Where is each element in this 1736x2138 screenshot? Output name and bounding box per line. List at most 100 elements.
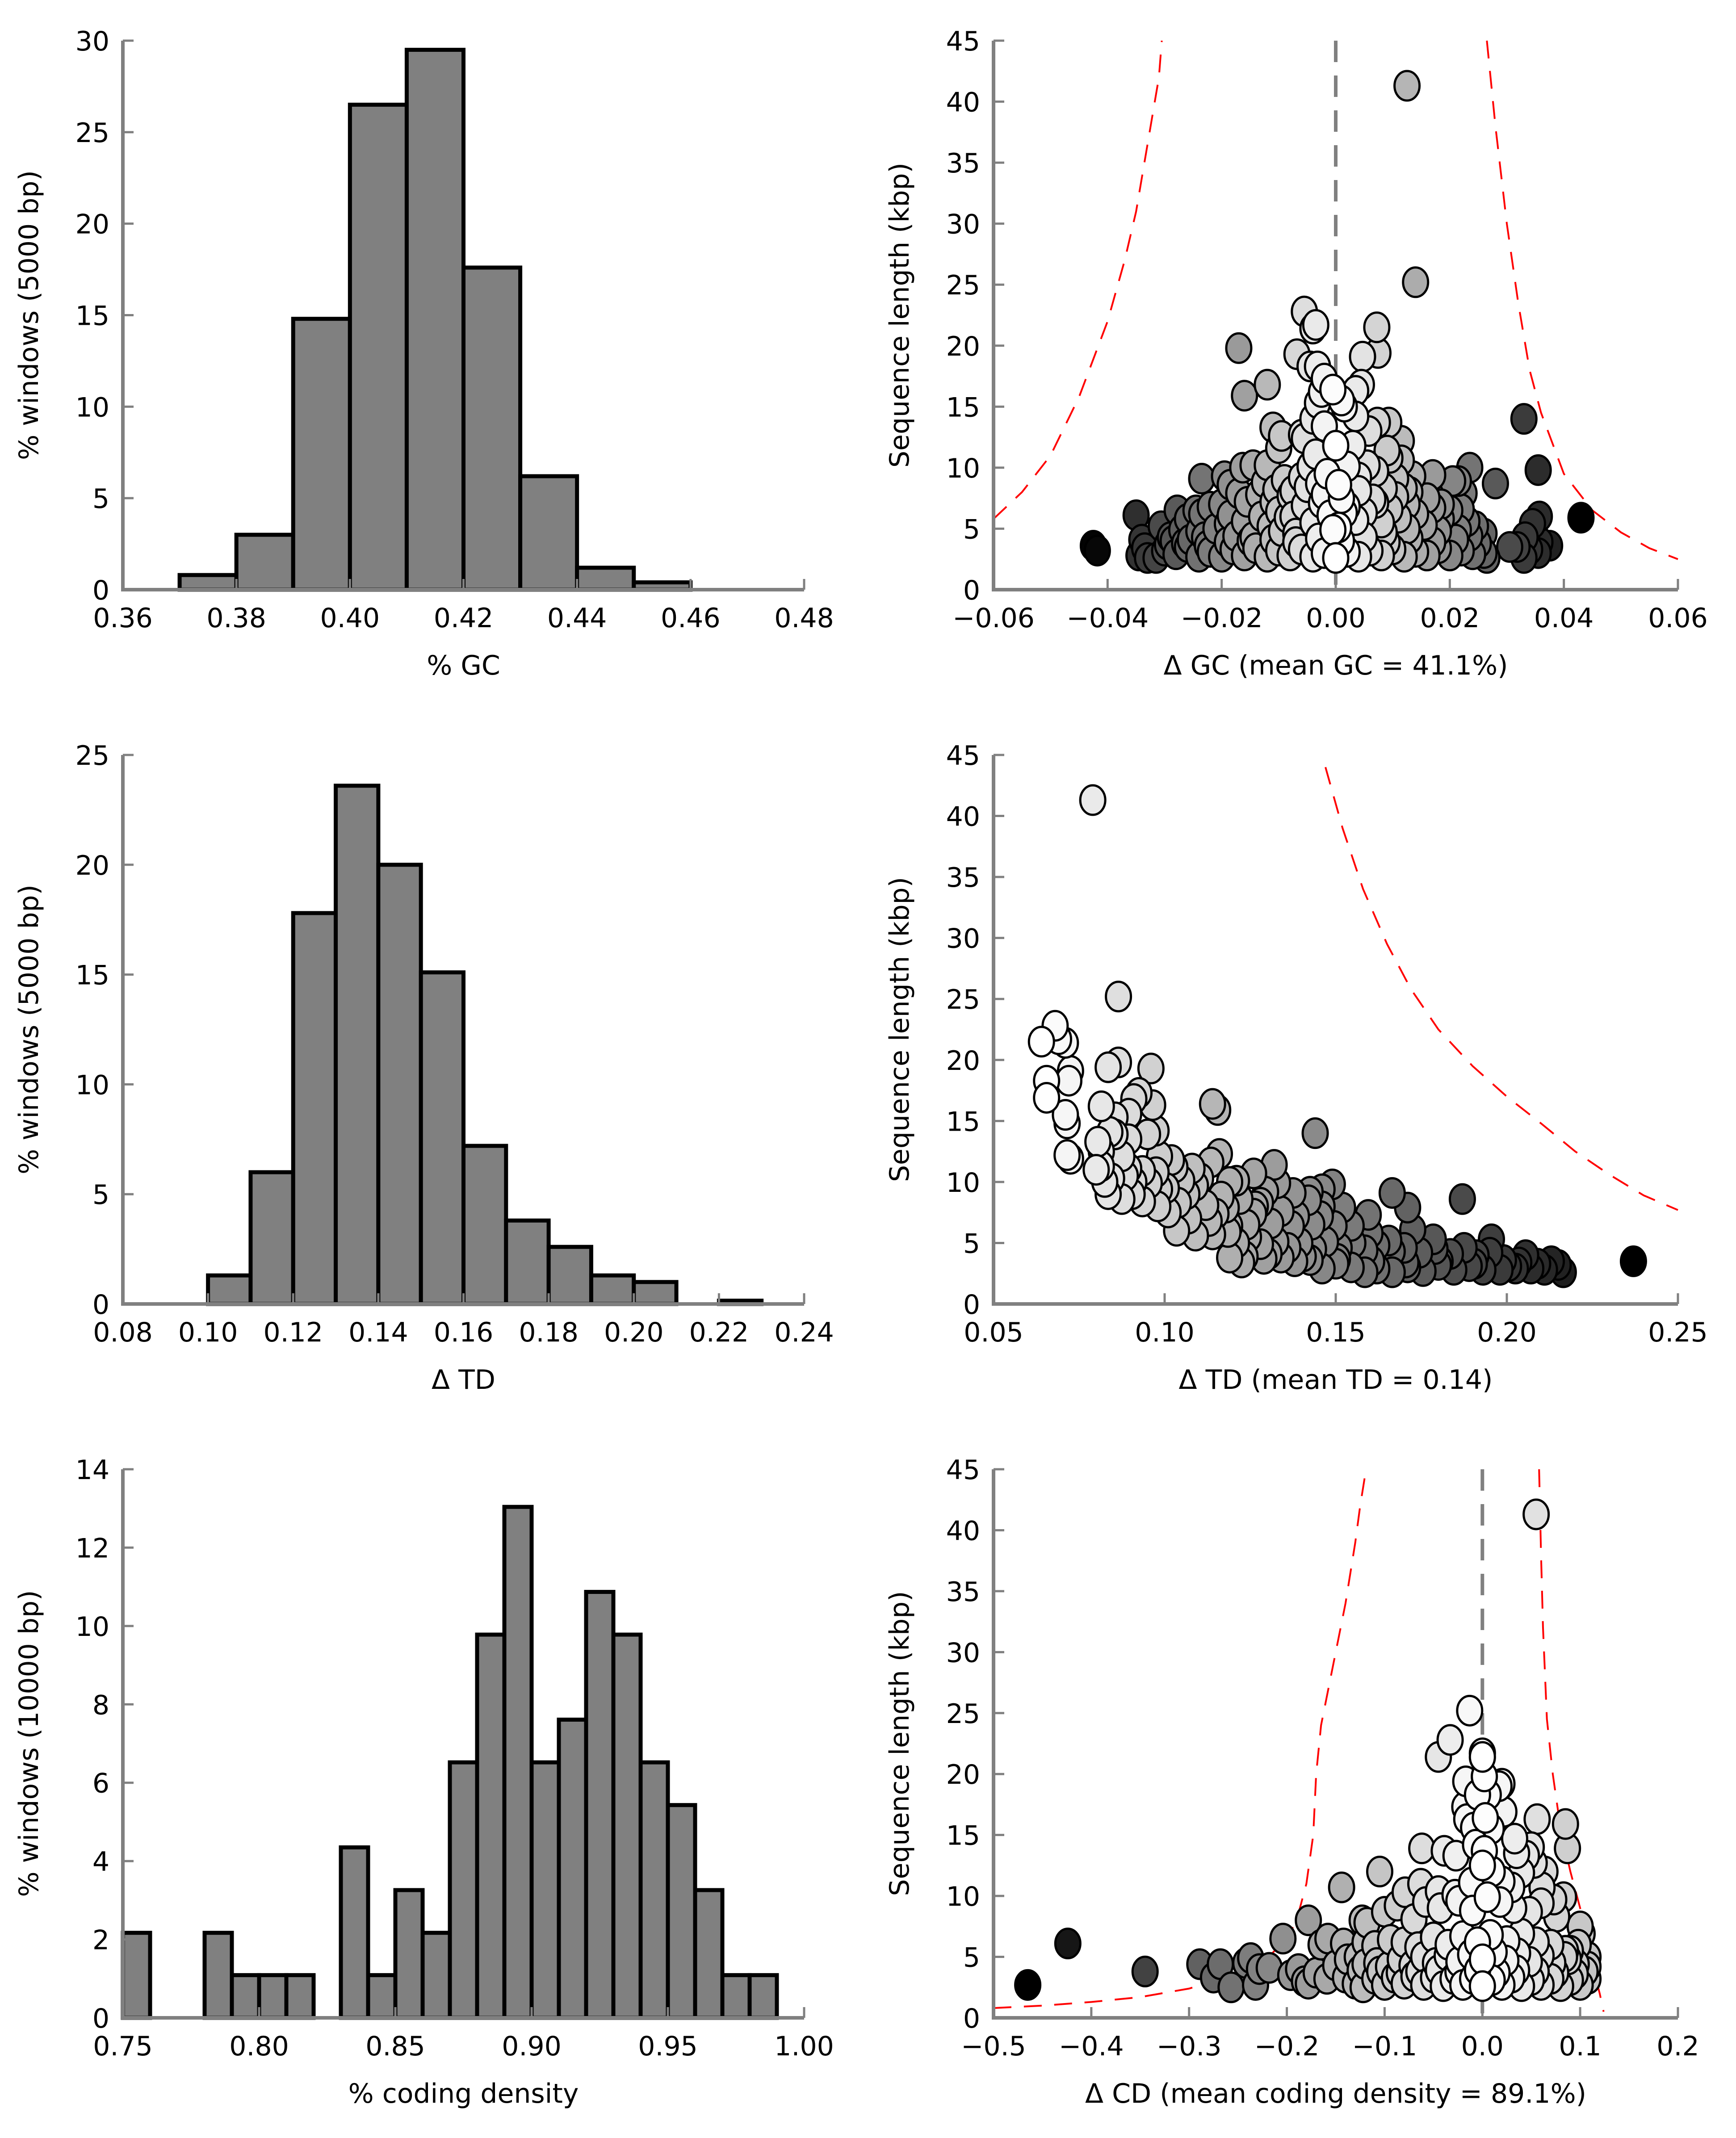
scatter-point [1054, 1928, 1082, 1960]
histogram-bar [546, 1245, 593, 1306]
y-tick-label: 0 [963, 2003, 980, 2034]
histogram-bar [339, 1845, 370, 2020]
x-tick-label: 0.42 [434, 603, 494, 634]
hist-cd: 0 2 4 6 8 10 12 14 0.75 0.80 0.85 0.90 0.95 1.00 % cod… [13, 1455, 834, 2109]
y-tick-label: 25 [75, 740, 109, 771]
x-tick-label: 0.90 [502, 2031, 562, 2062]
histogram-bar [348, 102, 409, 592]
histogram-bar [638, 1760, 670, 2020]
scatter-point [1302, 309, 1329, 341]
x-tick-label: 0.75 [93, 2031, 153, 2062]
y-tick-label: 25 [946, 1698, 980, 1730]
scatter-point [1619, 1245, 1647, 1277]
x-tick-label: −0.2 [1254, 2031, 1320, 2062]
scatter-point [1083, 535, 1111, 567]
x-tick-label: −0.02 [1181, 603, 1263, 634]
y-tick-label: 8 [92, 1689, 109, 1721]
scatter-point [1033, 1082, 1061, 1114]
y-tick-label: 12 [75, 1533, 109, 1564]
y-tick-label: 0 [92, 575, 109, 606]
x-tick-label: 0.0 [1461, 2031, 1504, 2062]
scatter-point [1501, 1823, 1529, 1855]
y-tick-label: 35 [946, 862, 980, 893]
x-tick-label: 0.25 [1648, 1317, 1708, 1348]
scatter-point [1254, 369, 1281, 401]
histogram-bar [611, 1632, 643, 2020]
histogram-bar [584, 1590, 616, 2020]
scatter-point [1225, 332, 1253, 364]
y-axis-label: % windows (5000 bp) [13, 170, 45, 460]
scatter-point [1448, 1183, 1476, 1215]
histogram-bar [206, 1273, 253, 1306]
x-tick-label: 1.00 [774, 2031, 834, 2062]
x-tick-label: 0.2 [1656, 2031, 1699, 2062]
y-tick-label: 40 [946, 1515, 980, 1547]
x-axis-label: % GC [427, 650, 500, 681]
y-axis-label: % windows (5000 bp) [13, 885, 45, 1174]
y-tick-label: 15 [946, 1820, 980, 1852]
y-tick-label: 10 [946, 453, 980, 484]
scatter-point [1366, 1856, 1393, 1888]
scatter-point [1468, 1943, 1496, 1975]
histogram-bar [461, 1144, 508, 1306]
y-axis-label: Sequence length (kbp) [884, 163, 915, 468]
y-tick-label: 10 [75, 1611, 109, 1643]
scatter-point [1567, 502, 1595, 534]
scatter-point [1105, 981, 1132, 1013]
scatter-point [1319, 514, 1347, 546]
x-tick-label: 0.40 [320, 603, 380, 634]
histogram-bar [334, 784, 381, 1306]
scatter-point [1137, 1052, 1165, 1085]
y-tick-label: 30 [946, 923, 980, 955]
y-tick-label: 40 [946, 87, 980, 118]
y-tick-label: 0 [92, 2003, 109, 2034]
y-tick-label: 25 [75, 117, 109, 149]
x-tick-label: 0.10 [1135, 1317, 1195, 1348]
scatter-point [1027, 1026, 1055, 1058]
y-tick-label: 10 [946, 1167, 980, 1199]
histogram-bar [475, 1632, 507, 2020]
y-tick-label: 30 [946, 209, 980, 240]
y-tick-label: 20 [946, 1759, 980, 1790]
histogram-bar [747, 1973, 779, 2020]
x-tick-label: 0.20 [604, 1317, 664, 1348]
hist-td: 0 5 10 15 20 25 0.08 0.10 0.12 0.14 0.16 0.18 0.20 0.… [13, 740, 834, 1396]
y-tick-label: 5 [963, 514, 980, 545]
y-tick-label: 0 [963, 1289, 980, 1321]
histogram-bar [461, 265, 523, 592]
y-tick-label: 10 [75, 392, 109, 423]
scatter-point [1295, 1904, 1322, 1937]
scatter-point [1510, 403, 1538, 435]
histogram-bar [291, 911, 338, 1306]
scatter-point [1468, 1970, 1496, 2002]
y-tick-label: 45 [946, 740, 980, 771]
histogram-bar [557, 1717, 588, 2020]
y-tick-label: 20 [946, 1045, 980, 1077]
histogram-bar [230, 1973, 261, 2020]
x-tick-label: 0.08 [93, 1317, 153, 1348]
x-tick-label: 0.18 [519, 1317, 579, 1348]
histogram-bar [666, 1803, 697, 2020]
scatter-gc: 0 5 10 15 20 25 30 35 40 45 −0.06 −0.04 −0.02 0.00 0.0… [884, 26, 1708, 681]
scatter-point [1524, 454, 1552, 486]
y-tick-label: 0 [963, 575, 980, 606]
scatter-point [1053, 1139, 1081, 1171]
x-tick-label: 0.38 [206, 603, 266, 634]
scatter-point [1408, 1832, 1436, 1865]
scatter-point [1468, 1849, 1496, 1882]
scatter-point [1456, 1694, 1484, 1727]
x-tick-label: 0.00 [1306, 603, 1366, 634]
y-axis-label: % windows (10000 bp) [13, 1590, 45, 1897]
x-tick-label: 0.22 [689, 1317, 749, 1348]
x-tick-label: −0.06 [952, 603, 1035, 634]
y-tick-label: 15 [946, 392, 980, 423]
histogram-bar [632, 1280, 679, 1306]
scatter-point [1496, 531, 1523, 563]
y-tick-label: 5 [963, 1228, 980, 1259]
y-tick-label: 40 [946, 801, 980, 833]
scatter-point [1551, 1808, 1579, 1840]
scatter-point [1322, 542, 1350, 574]
scatter-point [1363, 311, 1391, 344]
x-tick-label: 0.05 [964, 1317, 1023, 1348]
